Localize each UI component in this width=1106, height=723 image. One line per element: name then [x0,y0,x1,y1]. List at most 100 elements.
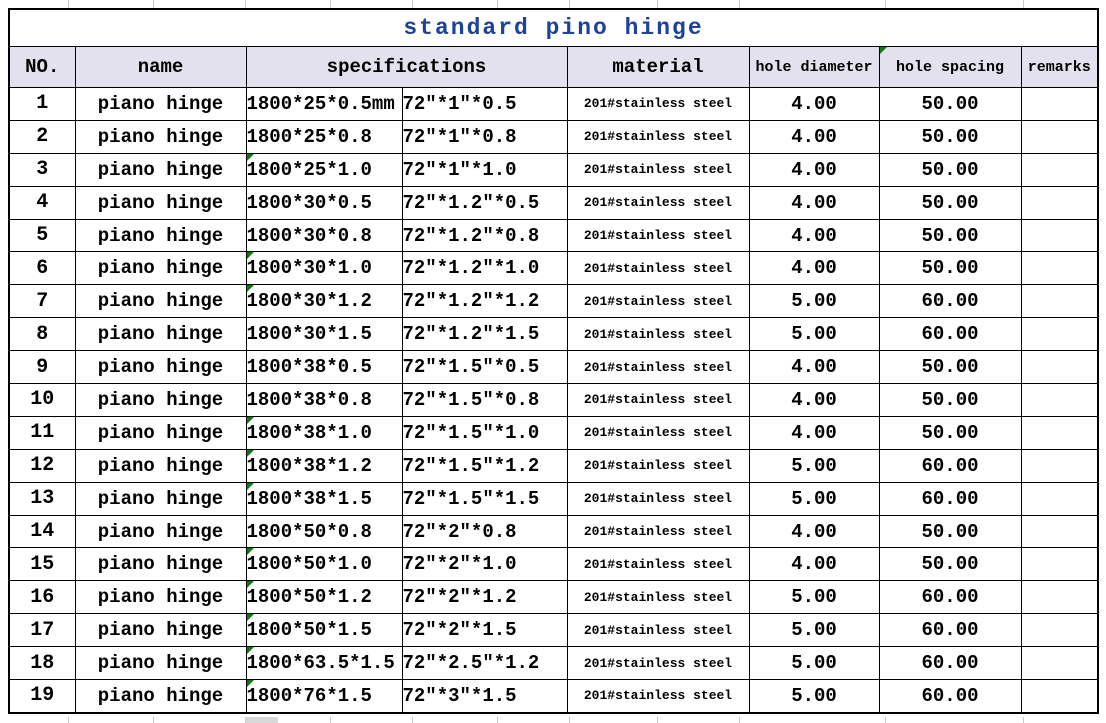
row-hole-spacing-cell[interactable]: 50.00 [878,218,1022,253]
row-spec-mm-cell[interactable]: 1800*38*0.8 [245,383,403,417]
row-spec-mm-cell[interactable]: 1800*50*0.8 [245,514,403,549]
row-spec-inch-cell[interactable]: 72″*1″*0.5 [401,87,568,121]
row-no-cell[interactable]: 19 [8,679,76,714]
row-hole-spacing-cell[interactable]: 50.00 [878,152,1022,187]
row-hole-spacing-cell[interactable]: 60.00 [878,448,1022,483]
row-spec-mm-cell[interactable]: 1800*25*0.5mm [245,87,403,121]
row-name-cell[interactable]: piano hinge [74,679,247,714]
row-spec-inch-cell[interactable]: 72″*1″*0.8 [401,119,568,154]
row-spec-mm-cell[interactable]: 1800*30*1.2 [245,284,403,319]
row-spec-inch-cell[interactable]: 72″*2″*1.0 [401,547,568,582]
row-name-cell[interactable]: piano hinge [74,580,247,615]
row-material-cell[interactable]: 201#stainless steel [566,415,750,450]
row-spec-mm-cell[interactable]: 1800*25*1.0 [245,152,403,187]
row-name-cell[interactable]: piano hinge [74,350,247,385]
row-hole-diameter-cell[interactable]: 4.00 [748,185,880,220]
row-spec-mm-cell[interactable]: 1800*63.5*1.5 [245,646,403,681]
header-material[interactable]: material [566,46,750,88]
row-material-cell[interactable]: 201#stainless steel [566,679,750,714]
row-material-cell[interactable]: 201#stainless steel [566,383,750,417]
row-hole-spacing-cell[interactable]: 60.00 [878,613,1022,648]
row-hole-diameter-cell[interactable]: 4.00 [748,383,880,417]
row-hole-spacing-cell[interactable]: 50.00 [878,87,1022,121]
row-material-cell[interactable]: 201#stainless steel [566,547,750,582]
row-spec-inch-cell[interactable]: 72″*2″*1.2 [401,580,568,615]
row-spec-mm-cell[interactable]: 1800*30*0.8 [245,218,403,253]
row-remarks-cell[interactable] [1020,415,1099,450]
row-material-cell[interactable]: 201#stainless steel [566,514,750,549]
row-remarks-cell[interactable] [1020,350,1099,385]
row-hole-spacing-cell[interactable]: 50.00 [878,119,1022,154]
row-no-cell[interactable]: 18 [8,646,76,681]
row-spec-inch-cell[interactable]: 72″*1.2″*0.8 [401,218,568,253]
row-remarks-cell[interactable] [1020,547,1099,582]
row-material-cell[interactable]: 201#stainless steel [566,580,750,615]
row-hole-diameter-cell[interactable]: 4.00 [748,514,880,549]
row-remarks-cell[interactable] [1020,646,1099,681]
header-name[interactable]: name [74,46,247,88]
row-remarks-cell[interactable] [1020,514,1099,549]
row-material-cell[interactable]: 201#stainless steel [566,350,750,385]
row-spec-mm-cell[interactable]: 1800*50*1.0 [245,547,403,582]
row-name-cell[interactable]: piano hinge [74,317,247,352]
row-no-cell[interactable]: 11 [8,415,76,450]
row-spec-inch-cell[interactable]: 72″*1.2″*1.2 [401,284,568,319]
row-hole-spacing-cell[interactable]: 60.00 [878,580,1022,615]
row-spec-inch-cell[interactable]: 72″*1.5″*1.2 [401,448,568,483]
row-hole-spacing-cell[interactable]: 50.00 [878,185,1022,220]
row-remarks-cell[interactable] [1020,317,1099,352]
row-material-cell[interactable]: 201#stainless steel [566,152,750,187]
row-remarks-cell[interactable] [1020,251,1099,286]
row-no-cell[interactable]: 7 [8,284,76,319]
row-name-cell[interactable]: piano hinge [74,251,247,286]
row-hole-spacing-cell[interactable]: 60.00 [878,679,1022,714]
row-remarks-cell[interactable] [1020,481,1099,516]
row-spec-mm-cell[interactable]: 1800*38*0.5 [245,350,403,385]
row-hole-spacing-cell[interactable]: 60.00 [878,284,1022,319]
row-hole-diameter-cell[interactable]: 5.00 [748,481,880,516]
row-spec-mm-cell[interactable]: 1800*30*1.5 [245,317,403,352]
row-hole-spacing-cell[interactable]: 50.00 [878,350,1022,385]
row-material-cell[interactable]: 201#stainless steel [566,481,750,516]
row-spec-mm-cell[interactable]: 1800*38*1.0 [245,415,403,450]
row-spec-inch-cell[interactable]: 72″*1.2″*1.0 [401,251,568,286]
row-hole-diameter-cell[interactable]: 5.00 [748,317,880,352]
row-spec-inch-cell[interactable]: 72″*1.2″*1.5 [401,317,568,352]
row-hole-diameter-cell[interactable]: 4.00 [748,415,880,450]
row-spec-mm-cell[interactable]: 1800*76*1.5 [245,679,403,714]
row-remarks-cell[interactable] [1020,383,1099,417]
row-remarks-cell[interactable] [1020,185,1099,220]
row-spec-mm-cell[interactable]: 1800*50*1.5 [245,613,403,648]
row-hole-diameter-cell[interactable]: 4.00 [748,152,880,187]
row-hole-spacing-cell[interactable]: 50.00 [878,415,1022,450]
row-remarks-cell[interactable] [1020,448,1099,483]
row-name-cell[interactable]: piano hinge [74,119,247,154]
row-hole-diameter-cell[interactable]: 5.00 [748,448,880,483]
row-remarks-cell[interactable] [1020,613,1099,648]
row-no-cell[interactable]: 10 [8,383,76,417]
row-material-cell[interactable]: 201#stainless steel [566,317,750,352]
row-hole-spacing-cell[interactable]: 60.00 [878,481,1022,516]
row-no-cell[interactable]: 4 [8,185,76,220]
row-no-cell[interactable]: 12 [8,448,76,483]
row-no-cell[interactable]: 13 [8,481,76,516]
row-hole-spacing-cell[interactable]: 50.00 [878,251,1022,286]
row-spec-inch-cell[interactable]: 72″*2″*1.5 [401,613,568,648]
header-hole-diameter[interactable]: hole diameter [748,46,880,88]
row-spec-mm-cell[interactable]: 1800*50*1.2 [245,580,403,615]
row-hole-spacing-cell[interactable]: 50.00 [878,383,1022,417]
row-no-cell[interactable]: 3 [8,152,76,187]
row-name-cell[interactable]: piano hinge [74,87,247,121]
header-hole-spacing[interactable]: hole spacing [878,46,1022,88]
row-no-cell[interactable]: 16 [8,580,76,615]
row-hole-spacing-cell[interactable]: 60.00 [878,317,1022,352]
row-no-cell[interactable]: 1 [8,87,76,121]
row-no-cell[interactable]: 8 [8,317,76,352]
row-hole-diameter-cell[interactable]: 5.00 [748,580,880,615]
row-spec-mm-cell[interactable]: 1800*30*0.5 [245,185,403,220]
row-no-cell[interactable]: 14 [8,514,76,549]
row-name-cell[interactable]: piano hinge [74,448,247,483]
row-no-cell[interactable]: 17 [8,613,76,648]
row-name-cell[interactable]: piano hinge [74,218,247,253]
row-hole-spacing-cell[interactable]: 60.00 [878,646,1022,681]
